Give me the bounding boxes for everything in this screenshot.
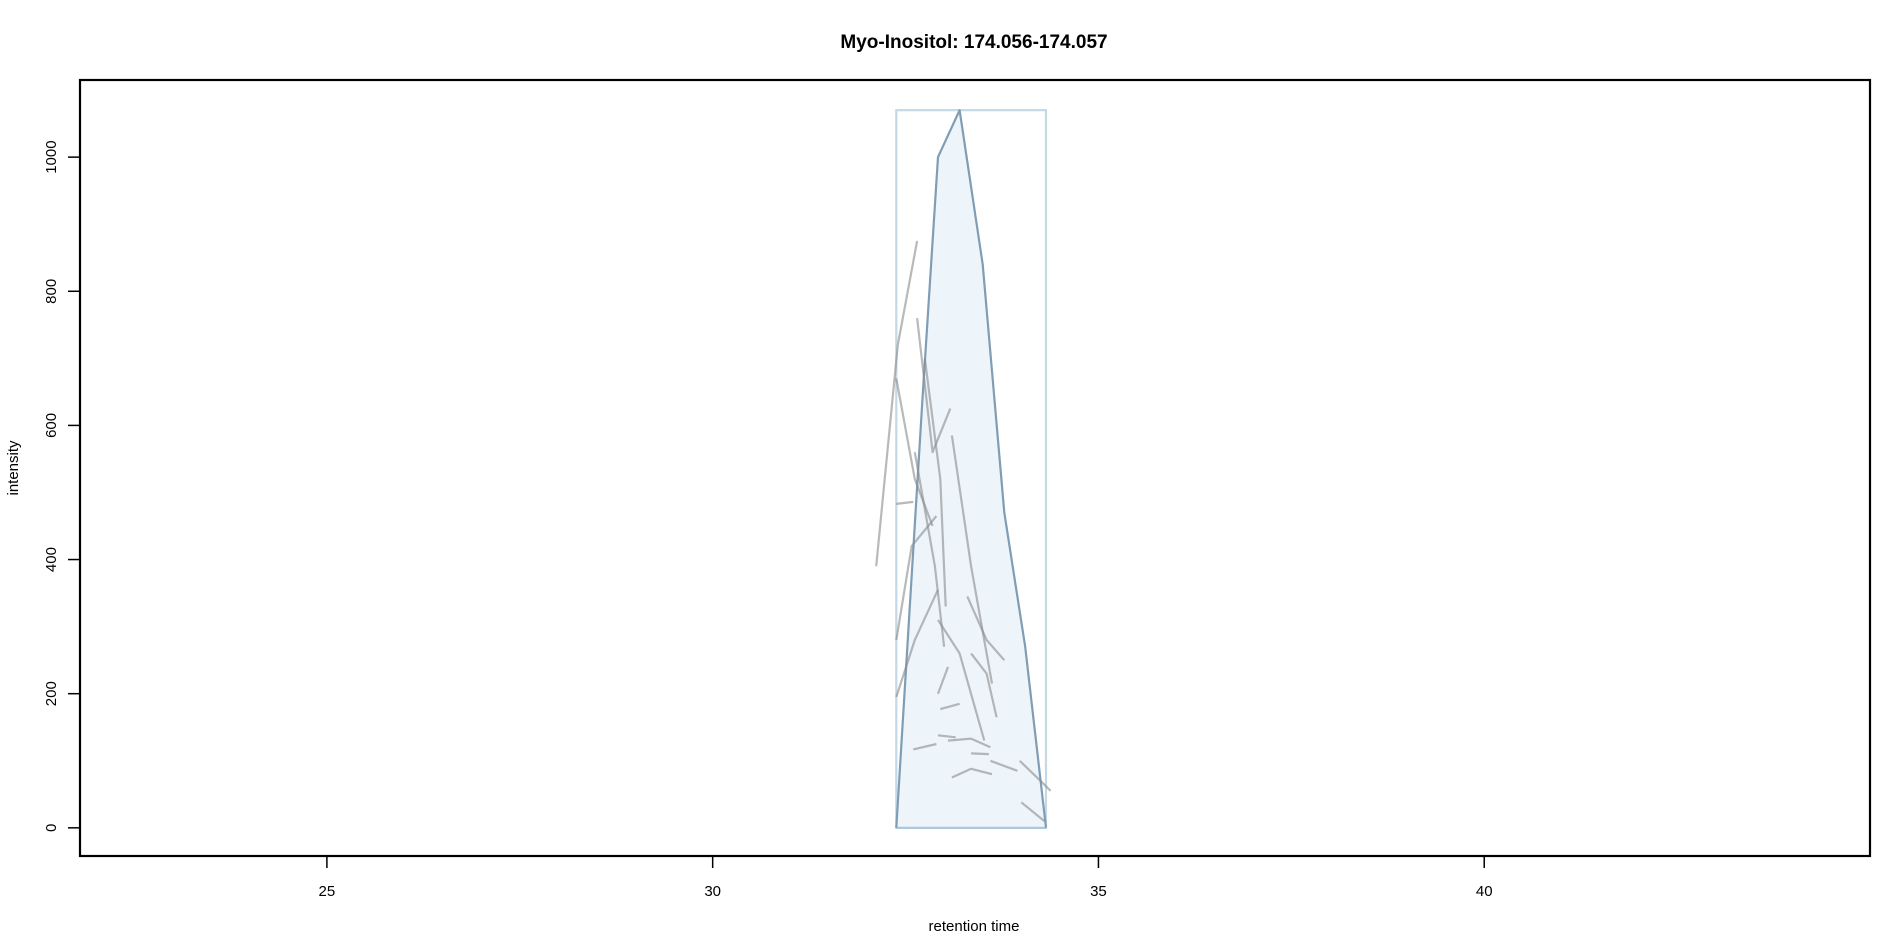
x-tick-label: 25: [319, 883, 336, 900]
trace-line-6: [913, 452, 946, 647]
x-tick-label: 40: [1476, 883, 1493, 900]
x-axis-label: retention time: [929, 918, 1020, 935]
trace-line-2: [895, 378, 934, 527]
trace-line-1: [875, 240, 919, 567]
y-tick-label: 800: [43, 279, 60, 304]
y-tick-label: 400: [43, 547, 60, 572]
trace-line-4: [916, 317, 952, 454]
trace-line-22: [1020, 801, 1046, 822]
trace-line-15: [937, 734, 956, 739]
trace-line-7: [895, 589, 939, 698]
plot-frame: [78, 78, 1872, 858]
plot-area: [875, 109, 1052, 829]
trace-line-3: [896, 500, 914, 505]
trace-line-21: [1018, 760, 1052, 792]
trace-line-14: [940, 702, 960, 711]
trace-line-18: [951, 767, 993, 779]
trace-line-16: [913, 742, 937, 751]
trace-line-10: [937, 619, 986, 741]
trace-line-13: [936, 666, 950, 695]
y-tick-label: 200: [43, 681, 60, 706]
y-tick-label: 0: [43, 824, 60, 832]
trace-line-19: [971, 752, 989, 756]
trace-line-12: [970, 652, 998, 718]
y-axis-label: intensity: [5, 440, 22, 496]
y-tick-label: 600: [43, 413, 60, 438]
trace-line-20: [990, 759, 1018, 772]
trace-line-8: [923, 358, 947, 607]
x-axis: 25 30 35 40: [319, 856, 1493, 900]
trace-line-17: [947, 737, 991, 749]
trace-line-11: [966, 595, 1006, 661]
x-tick-label: 30: [704, 883, 721, 900]
y-tick-label: 1000: [43, 140, 60, 173]
peak-area: [896, 110, 1046, 828]
x-tick-label: 35: [1090, 883, 1107, 900]
trace-line-9: [950, 435, 994, 684]
y-axis: 0 200 400 600 800 1000: [43, 140, 80, 832]
chart-title: Myo-Inositol: 174.056-174.057: [840, 32, 1107, 53]
